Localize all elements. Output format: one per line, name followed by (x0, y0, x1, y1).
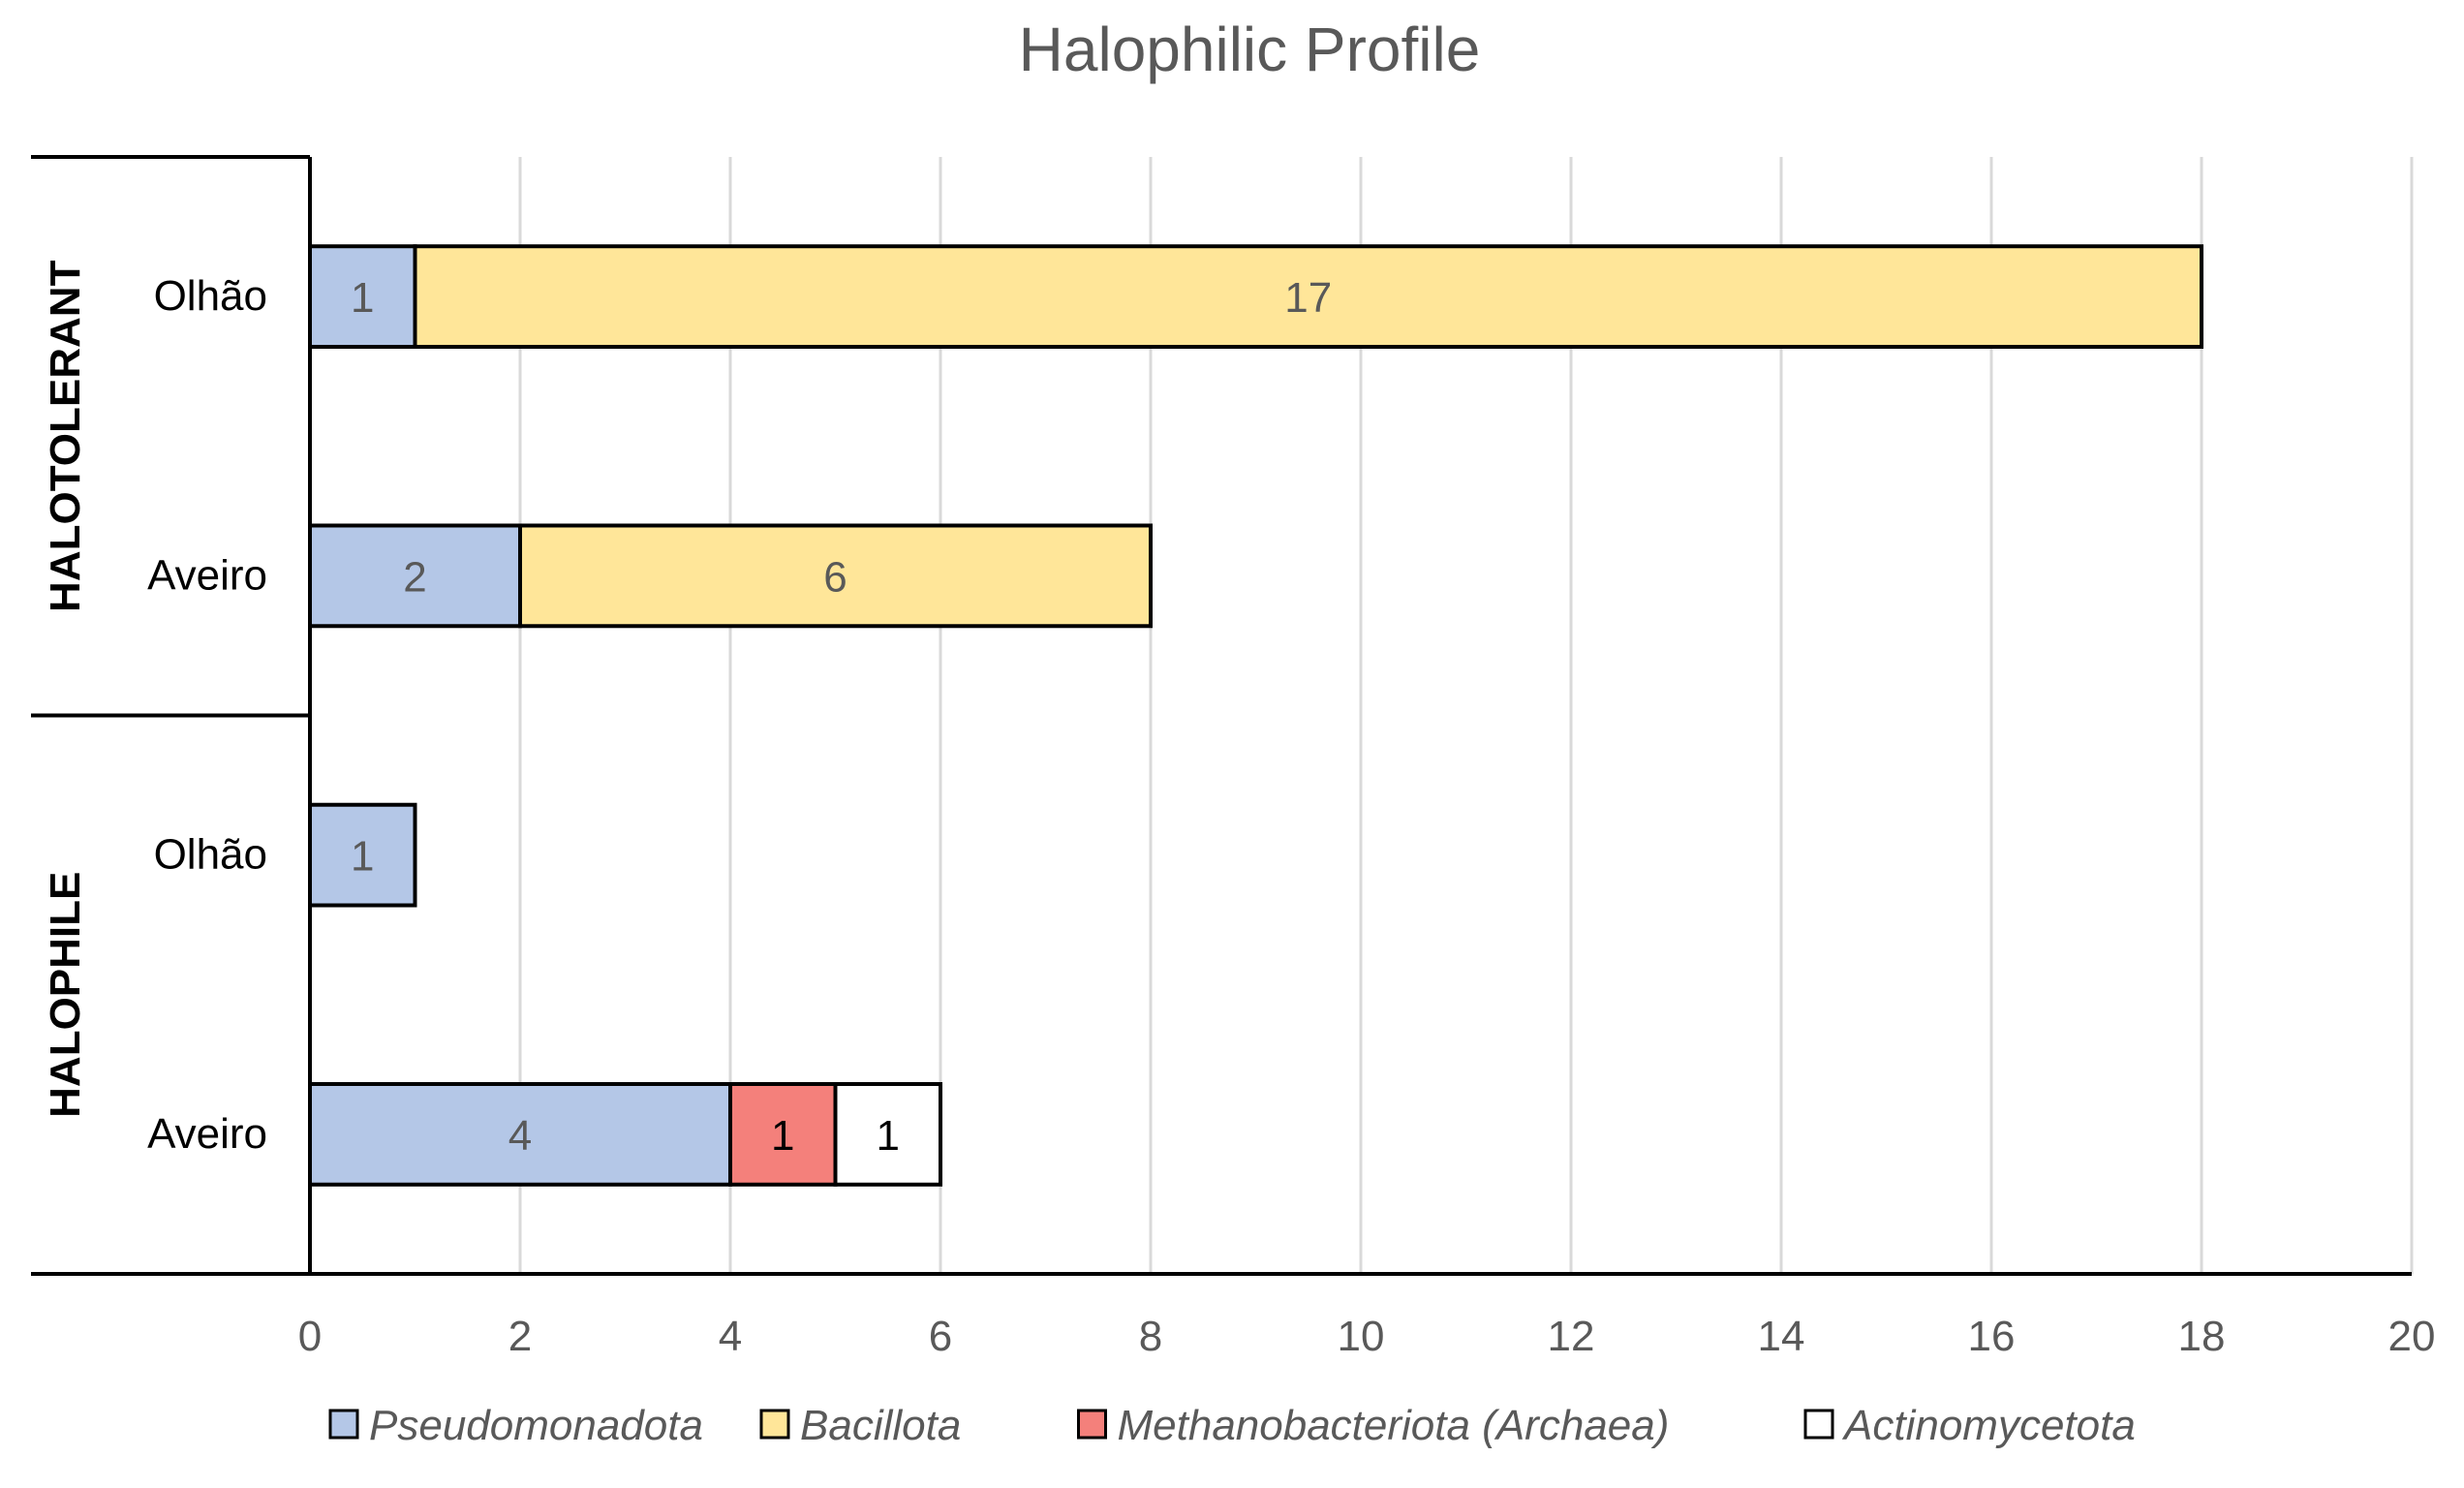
category-label: Aveiro (147, 551, 267, 599)
group-label: HALOPHILE (42, 872, 89, 1118)
x-tick-label: 14 (1758, 1313, 1805, 1360)
x-tick-label: 10 (1338, 1313, 1385, 1360)
chart-title: Halophilic Profile (1019, 15, 1481, 84)
data-label: 1 (351, 274, 374, 322)
bar-segment (413, 244, 2203, 350)
x-tick-label: 2 (508, 1313, 532, 1360)
x-tick-label: 6 (929, 1313, 952, 1360)
bar-segment (833, 1081, 942, 1187)
x-tick-label: 8 (1139, 1313, 1162, 1360)
x-tick-label: 0 (298, 1313, 322, 1360)
category-labels: Olhão Aveiro Olhão Aveiro (147, 272, 267, 1158)
legend: Pseudomonadota Bacillota Methanobacteriota… (328, 1402, 2136, 1449)
bar-segment (728, 1081, 838, 1187)
legend-label: Actinomycetota (1841, 1402, 2136, 1449)
x-tick-label: 20 (2388, 1313, 2436, 1360)
x-tick-label: 18 (2178, 1313, 2226, 1360)
category-label: Olhão (154, 831, 267, 879)
group-labels: HALOTOLERANT HALOPHILE (42, 260, 89, 1117)
x-tick-label: 4 (719, 1313, 742, 1360)
x-tick-label: 16 (1968, 1313, 2016, 1360)
legend-swatch (328, 1409, 359, 1440)
data-label: 2 (403, 553, 426, 601)
legend-label: Bacillota (800, 1402, 961, 1449)
data-label: 1 (771, 1112, 794, 1160)
x-tick-labels: 0 2 4 6 8 10 12 14 16 18 20 (298, 1313, 2436, 1360)
category-label: Aveiro (147, 1110, 267, 1158)
x-tick-label: 12 (1548, 1313, 1595, 1360)
data-label: 6 (823, 553, 847, 601)
legend-label: Pseudomonadota (369, 1402, 703, 1449)
axes (31, 155, 2412, 1276)
data-label: 4 (508, 1112, 532, 1160)
data-label: 1 (877, 1112, 900, 1160)
legend-label: Methanobacteriota (Archaea) (1118, 1402, 1670, 1449)
category-label: Olhão (154, 272, 267, 320)
bar-segment (518, 523, 1153, 629)
legend-swatch (1803, 1409, 1834, 1440)
bars: 1 17 2 6 1 4 1 1 (308, 244, 2203, 1187)
legend-swatch (1077, 1409, 1107, 1440)
group-label: HALOTOLERANT (42, 260, 89, 612)
data-label: 1 (351, 833, 374, 881)
legend-swatch (759, 1409, 790, 1440)
data-label: 17 (1284, 274, 1332, 322)
